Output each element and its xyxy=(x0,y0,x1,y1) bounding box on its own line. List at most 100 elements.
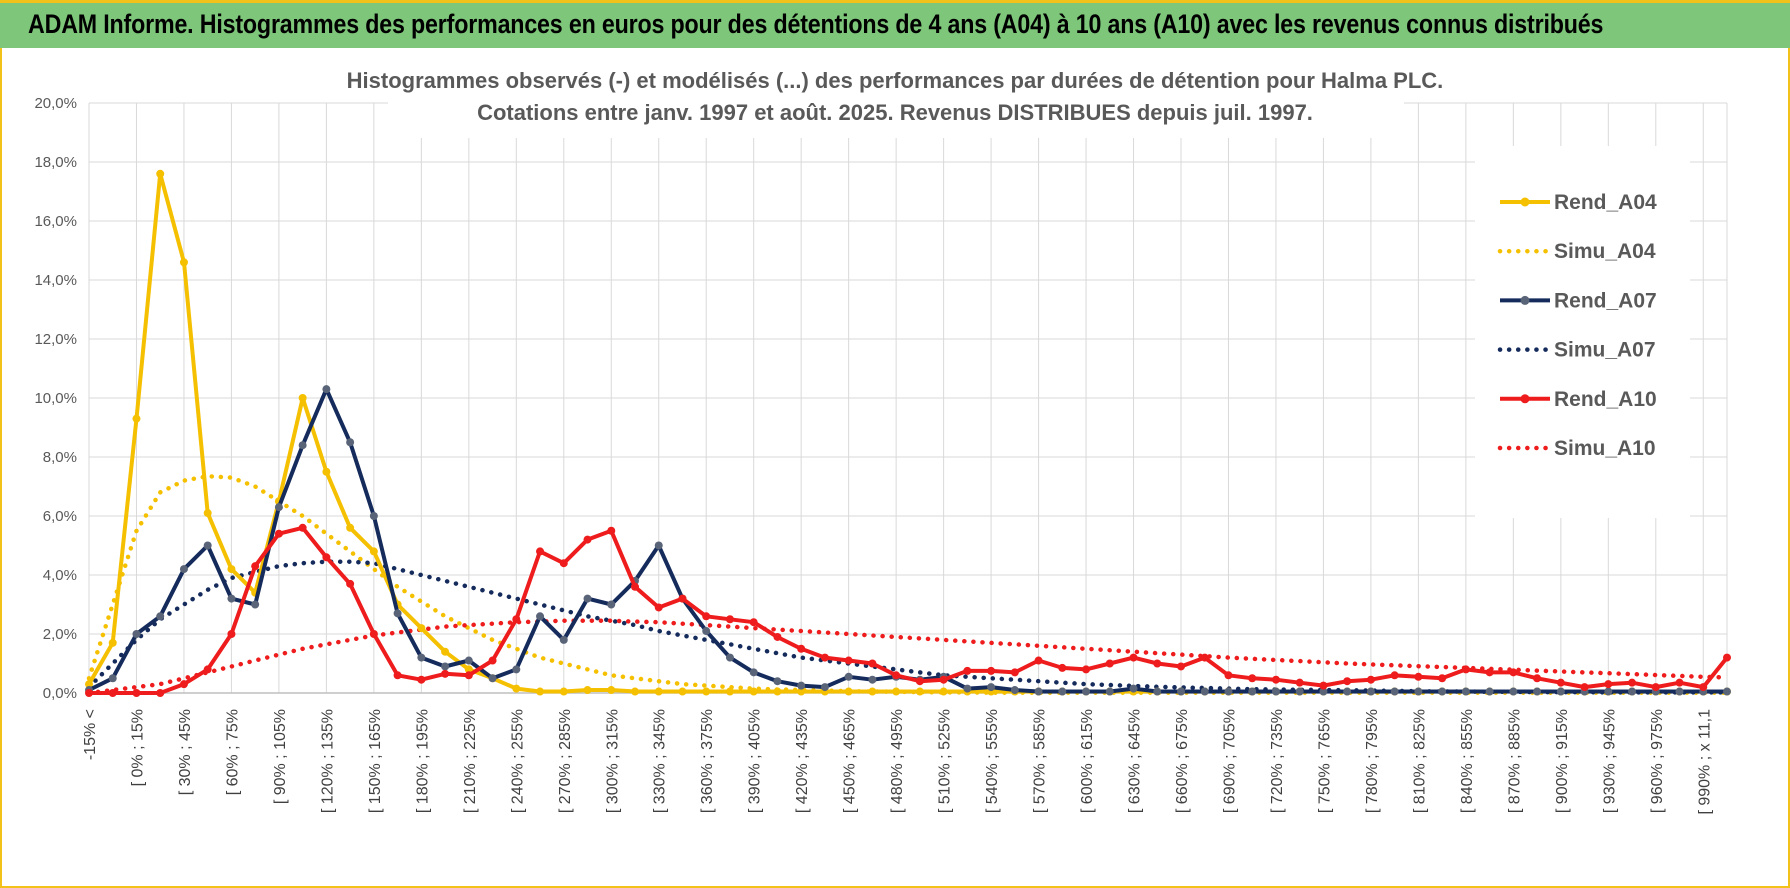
data-point xyxy=(536,547,545,556)
series-Simu_A04 xyxy=(86,473,1730,695)
data-point xyxy=(441,669,450,678)
x-tick-label: [ 660% ; 675% xyxy=(1174,709,1191,813)
data-point xyxy=(1177,687,1185,696)
data-point xyxy=(132,414,141,423)
data-point xyxy=(1010,668,1019,677)
data-point xyxy=(85,680,93,689)
data-point xyxy=(820,653,829,662)
y-tick-label: 10,0% xyxy=(34,390,77,407)
legend-label: Rend_A04 xyxy=(1554,191,1657,214)
data-point xyxy=(1319,681,1328,690)
data-point xyxy=(892,671,901,680)
axes: 0,0% 2,0% 4,0% 6,0% 8,0% 10,0% 12,0% 14,0% 16,0%… xyxy=(34,95,1727,815)
x-tick-label: [ 450% ; 465% xyxy=(842,709,859,813)
x-tick-label: [ 780% ; 795% xyxy=(1364,709,1381,813)
x-tick-label: [ 240% ; 255% xyxy=(509,709,526,813)
data-point xyxy=(915,677,924,686)
legend-marker xyxy=(1520,295,1530,305)
data-point xyxy=(227,594,236,603)
data-point xyxy=(607,600,616,609)
data-point xyxy=(179,680,188,689)
data-point xyxy=(156,169,165,178)
data-point xyxy=(1248,674,1257,683)
y-tick-label: 4,0% xyxy=(43,567,77,584)
data-point xyxy=(108,689,117,697)
legend-marker xyxy=(1520,394,1530,404)
data-point xyxy=(915,687,924,696)
data-point xyxy=(274,503,283,512)
series-line xyxy=(86,473,1730,695)
data-point xyxy=(1271,687,1280,696)
data-point xyxy=(583,686,592,695)
data-point xyxy=(1699,683,1708,692)
data-point xyxy=(203,509,212,518)
chart-title: Histogrammes observés (-) et modélisés (… xyxy=(347,68,1444,93)
data-point xyxy=(441,647,450,656)
x-tick-label: [ 300% ; 315% xyxy=(604,709,621,813)
data-point xyxy=(1010,686,1019,695)
data-point xyxy=(1058,687,1067,696)
data-point xyxy=(417,675,426,684)
data-point xyxy=(963,666,972,675)
y-tick-label: 18,0% xyxy=(34,154,77,171)
data-point xyxy=(1485,687,1494,696)
legend-label: Simu_A10 xyxy=(1554,437,1656,460)
data-point xyxy=(1153,687,1162,696)
data-point xyxy=(939,687,948,696)
x-tick-label: [ 690% ; 705% xyxy=(1221,709,1238,813)
data-point xyxy=(1177,662,1185,671)
data-point xyxy=(132,630,141,638)
data-point xyxy=(298,523,307,532)
data-point xyxy=(1604,680,1613,689)
x-tick-label: [ 270% ; 285% xyxy=(557,709,574,813)
data-point xyxy=(441,662,450,671)
data-point xyxy=(1153,659,1162,668)
data-point xyxy=(559,687,568,696)
data-point xyxy=(393,671,402,680)
x-tick-label: [ 180% ; 195% xyxy=(414,709,431,813)
data-point xyxy=(773,687,782,696)
data-point xyxy=(251,600,260,609)
y-tick-label: 12,0% xyxy=(34,331,77,348)
legend-item-Rend_A07: Rend_A07 xyxy=(1500,289,1657,312)
data-point xyxy=(346,579,355,588)
data-point xyxy=(488,674,497,683)
y-tick-label: 0,0% xyxy=(43,685,77,702)
chart-frame: Histogrammes observés (-) et modélisés (… xyxy=(0,48,1790,888)
data-point xyxy=(179,565,188,574)
data-point xyxy=(251,562,260,571)
data-point xyxy=(607,686,616,695)
data-point xyxy=(346,523,355,532)
data-point xyxy=(773,632,782,641)
y-tick-label: 6,0% xyxy=(43,508,77,525)
x-tick-label: [ 0% ; 15% xyxy=(129,709,146,786)
data-point xyxy=(1343,687,1352,696)
data-point xyxy=(559,559,568,568)
data-point xyxy=(1248,687,1257,696)
data-point xyxy=(1271,675,1280,684)
data-point xyxy=(607,526,616,535)
data-point xyxy=(1533,687,1542,696)
data-point xyxy=(797,687,806,696)
x-tick-label: [ 600% ; 615% xyxy=(1079,709,1096,813)
data-point xyxy=(844,687,853,696)
data-point xyxy=(1390,671,1399,680)
data-point xyxy=(583,594,592,603)
y-tick-label: 8,0% xyxy=(43,449,77,466)
data-point xyxy=(512,615,521,624)
data-point xyxy=(1723,653,1731,662)
data-point xyxy=(156,612,165,621)
legend-item-Rend_A04: Rend_A04 xyxy=(1500,191,1657,214)
data-point xyxy=(227,565,236,574)
data-point xyxy=(868,659,877,668)
data-point xyxy=(417,624,426,633)
data-point xyxy=(85,689,93,697)
data-point xyxy=(1105,687,1114,696)
legend-label: Simu_A07 xyxy=(1554,339,1656,362)
data-point xyxy=(1509,668,1518,677)
header-bar: ADAM Informe. Histogrammes des performan… xyxy=(0,0,1790,48)
data-point xyxy=(393,609,402,618)
data-point xyxy=(868,687,877,696)
data-point xyxy=(725,615,734,624)
data-point xyxy=(1675,678,1684,687)
